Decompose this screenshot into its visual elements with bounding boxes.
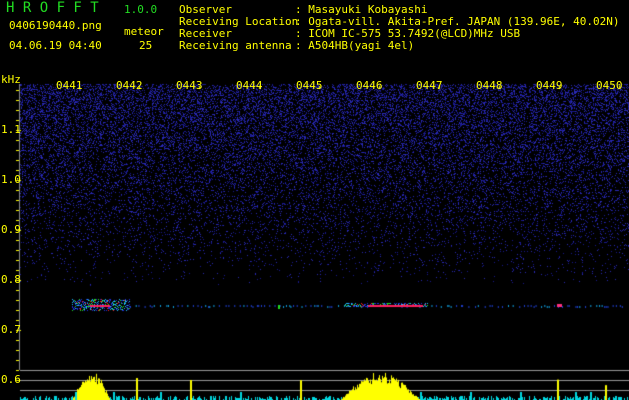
spectrogram (0, 76, 629, 400)
x-tick-label: 0443 (176, 79, 203, 92)
info-value: : A504HB(yagi 4el) (295, 39, 415, 52)
x-tick-label: 0442 (116, 79, 143, 92)
x-tick-label: 0446 (356, 79, 383, 92)
app-title: H R O F F T (6, 0, 99, 16)
info-label: Observer (179, 3, 232, 16)
meteor-count: 25 (139, 39, 153, 52)
info-label: Receiving Location (179, 15, 299, 28)
y-tick-label: 0.7 (1, 323, 21, 336)
info-value: : Masayuki Kobayashi (295, 3, 428, 16)
x-tick-label: 0445 (296, 79, 323, 92)
y-tick-label: 1.1 (1, 123, 21, 136)
y-axis-label: kHz (1, 73, 21, 86)
x-tick-label: 0441 (56, 79, 83, 92)
file-datetime: 04.06.19 04:40 (9, 39, 102, 52)
y-tick-label: 0.8 (1, 273, 21, 286)
info-value: : ICOM IC-575 53.7492(@LCD)MHz USB (295, 27, 521, 40)
y-tick-label: 0.9 (1, 223, 21, 236)
info-value: : Ogata-vill. Akita-Pref. JAPAN (139.96E… (295, 15, 620, 28)
x-tick-label: 0450 (596, 79, 623, 92)
y-tick-label: 1.0 (1, 173, 21, 186)
meteor-label: meteor (124, 25, 164, 38)
app-version: 1.0.0 (124, 3, 158, 16)
x-tick-label: 0449 (536, 79, 563, 92)
y-tick-label: 0.6 (1, 373, 21, 386)
x-tick-label: 0447 (416, 79, 443, 92)
x-tick-label: 0448 (476, 79, 503, 92)
file-name: 0406190440.png (9, 19, 102, 32)
info-label: Receiver (179, 27, 232, 40)
info-label: Receiving antenna (179, 39, 292, 52)
x-tick-label: 0444 (236, 79, 263, 92)
